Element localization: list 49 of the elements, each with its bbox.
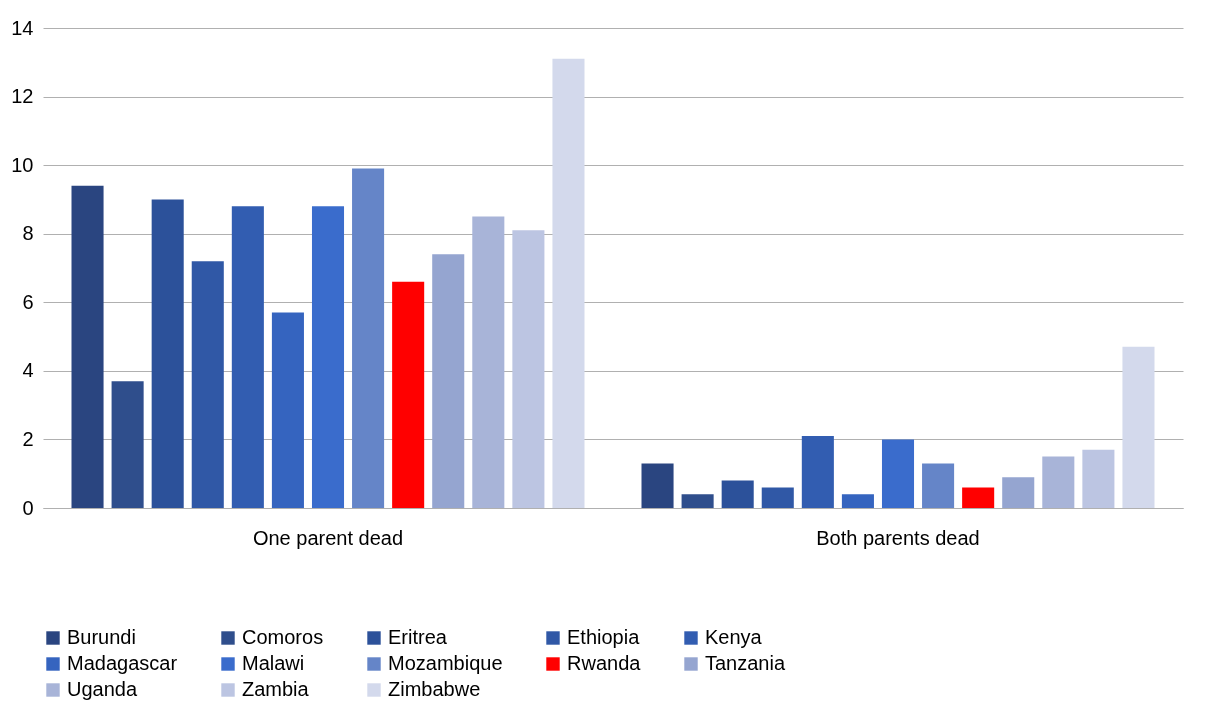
bar	[231, 206, 264, 508]
bar	[922, 463, 955, 508]
bar	[191, 261, 224, 508]
legend-label: Kenya	[705, 626, 763, 648]
bar	[71, 185, 104, 508]
legend-label: Malawi	[242, 652, 305, 674]
legend-label: Rwanda	[567, 652, 642, 674]
bar	[1122, 346, 1155, 508]
legend-label: Zambia	[242, 678, 310, 700]
bar	[432, 254, 465, 508]
bar	[1042, 456, 1075, 508]
x-tick-label: One parent dead	[252, 526, 404, 549]
legend-label: Tanzania	[705, 652, 786, 674]
bar	[512, 230, 545, 508]
bar	[111, 381, 144, 508]
bar	[881, 439, 915, 508]
bar	[1002, 477, 1035, 508]
legend-label: Uganda	[67, 678, 138, 700]
y-tick-label: 14	[11, 16, 34, 39]
legend-label: Mozambique	[388, 652, 503, 674]
y-tick-label: 4	[22, 359, 34, 382]
bar	[801, 436, 834, 508]
bar	[841, 494, 874, 508]
bar	[311, 206, 345, 508]
y-tick-label: 6	[22, 290, 34, 313]
y-tick-label: 2	[22, 427, 34, 450]
bar	[721, 480, 754, 508]
bar	[1082, 449, 1115, 508]
bar	[962, 487, 995, 508]
bar	[681, 494, 714, 508]
bar	[151, 199, 184, 508]
bar	[352, 168, 385, 508]
y-tick-label: 10	[11, 153, 34, 176]
x-tick-label: Both parents dead	[816, 526, 980, 549]
legend-label: Burundi	[67, 626, 136, 648]
bar	[552, 58, 585, 508]
bar	[271, 312, 304, 508]
bar	[761, 487, 794, 508]
bar	[641, 463, 674, 508]
legend-label: Madagascar	[67, 652, 178, 674]
bar	[392, 281, 425, 508]
legend-label: Zimbabwe	[388, 678, 481, 700]
y-tick-label: 8	[22, 222, 34, 245]
y-tick-label: 0	[22, 496, 34, 519]
y-tick-label: 12	[11, 85, 34, 108]
bar	[472, 216, 505, 508]
legend-label: Eritrea	[388, 626, 448, 648]
legend-label: Comoros	[242, 626, 324, 648]
legend-label: Ethiopia	[567, 626, 641, 648]
